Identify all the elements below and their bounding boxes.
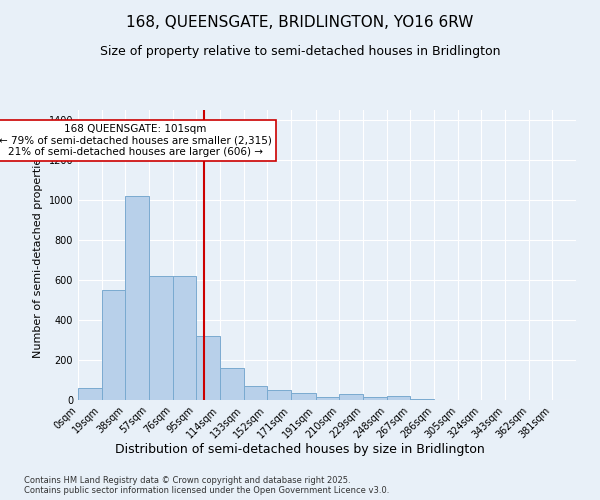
Bar [267,390,291,400]
Text: Size of property relative to semi-detached houses in Bridlington: Size of property relative to semi-detach… [100,45,500,58]
Bar [363,397,387,400]
Bar [244,386,267,400]
Bar [196,336,220,400]
Text: Contains HM Land Registry data © Crown copyright and database right 2025.
Contai: Contains HM Land Registry data © Crown c… [24,476,389,495]
Bar [149,276,173,400]
Bar [78,388,101,400]
Bar [340,394,363,400]
Bar [291,393,316,400]
Bar [101,290,125,400]
Text: 168, QUEENSGATE, BRIDLINGTON, YO16 6RW: 168, QUEENSGATE, BRIDLINGTON, YO16 6RW [127,15,473,30]
Bar [125,196,149,400]
Bar [410,399,434,400]
Bar [220,368,244,400]
Text: Distribution of semi-detached houses by size in Bridlington: Distribution of semi-detached houses by … [115,442,485,456]
Bar [173,276,196,400]
Text: 168 QUEENSGATE: 101sqm
← 79% of semi-detached houses are smaller (2,315)
21% of : 168 QUEENSGATE: 101sqm ← 79% of semi-det… [0,124,272,157]
Bar [316,397,340,400]
Y-axis label: Number of semi-detached properties: Number of semi-detached properties [33,152,43,358]
Bar [387,396,410,400]
